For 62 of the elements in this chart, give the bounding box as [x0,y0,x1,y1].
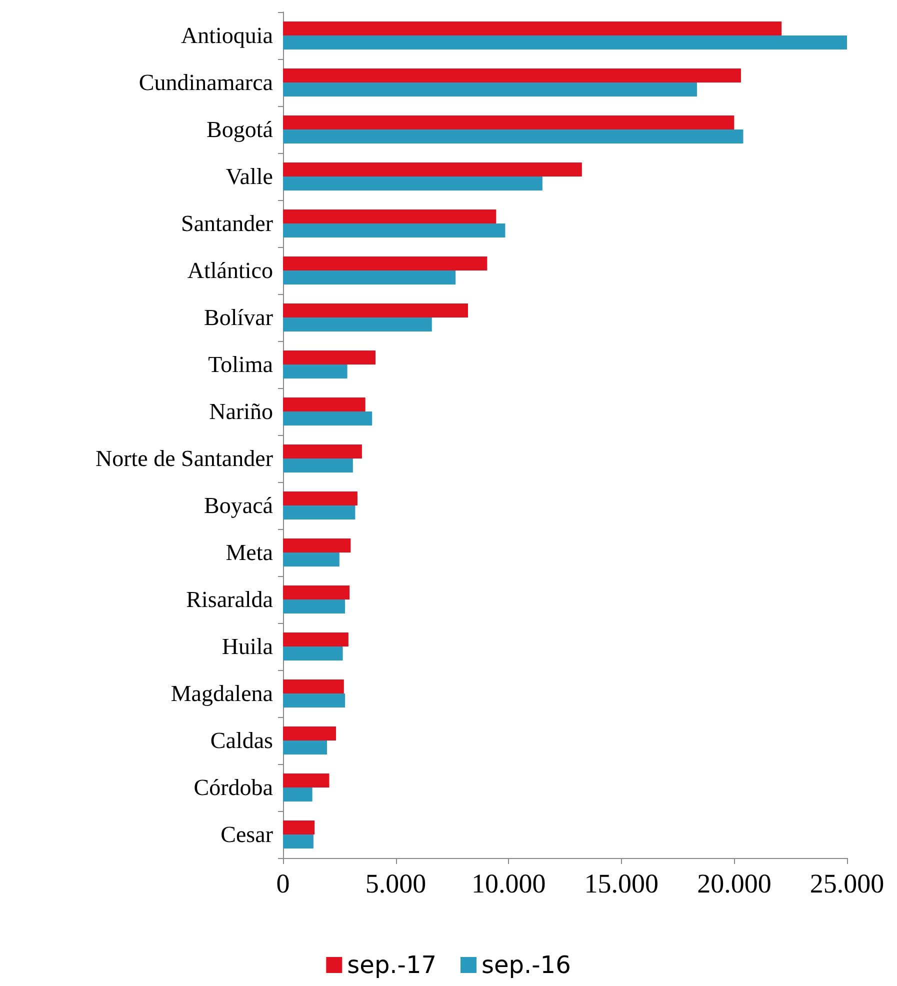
legend-label: sep.-16 [482,951,571,979]
y-tick-label: Bogotá [206,117,273,142]
y-tick-label: Valle [226,164,273,189]
y-tick-label: Huila [222,634,273,659]
y-tick-label: Cesar [220,822,274,847]
bar [283,788,312,802]
bar [283,350,376,364]
y-tick-label: Boyacá [204,493,273,518]
x-tick-label: 10.000 [471,868,546,898]
bar [283,538,351,552]
bar [283,552,340,566]
bar [283,834,314,848]
bar [283,694,346,708]
y-tick-label: Antioquia [181,23,273,48]
bar [283,586,350,600]
x-tick-label: 20.000 [697,868,772,898]
bar [283,412,372,426]
bar [283,506,356,520]
y-tick-label: Cundinamarca [138,70,273,95]
bar [283,600,346,614]
y-tick-label: Meta [226,540,273,565]
bar [283,304,468,318]
bar [283,820,315,834]
bar [283,632,348,646]
y-tick-label: Córdoba [194,775,273,800]
y-tick-label: Norte de Santander [95,446,274,471]
y-tick-label: Nariño [209,399,273,424]
bar [283,116,734,130]
bar [283,130,744,144]
bar [283,162,582,176]
bar [283,318,432,332]
bar [283,210,496,224]
bar [283,398,366,412]
y-tick-label: Caldas [210,728,274,753]
bar [283,36,847,50]
bar [283,224,506,238]
bar [283,444,362,458]
x-tick-label: 0 [276,868,290,898]
y-tick-label: Santander [181,211,274,236]
bar [283,726,336,740]
bar [283,68,741,82]
x-tick-label: 25.000 [810,868,884,898]
y-tick-label: Tolima [208,352,273,377]
bar [283,680,344,694]
bar [283,364,348,378]
bar [283,492,358,506]
bar [283,646,343,660]
x-tick-label: 5.000 [365,868,426,898]
legend-label: sep.-17 [347,951,437,979]
bar [283,270,456,284]
y-tick-label: Risaralda [186,587,273,612]
bar [283,774,330,788]
bar [283,176,542,190]
x-tick-label: 15.000 [584,868,659,898]
bar [283,82,697,96]
bar [283,740,327,754]
y-tick-label: Magdalena [170,681,273,706]
bar [283,458,353,472]
bar [283,22,782,36]
bar [283,256,488,270]
y-tick-label: Atlántico [187,258,273,283]
y-tick-label: Bolívar [204,305,274,330]
